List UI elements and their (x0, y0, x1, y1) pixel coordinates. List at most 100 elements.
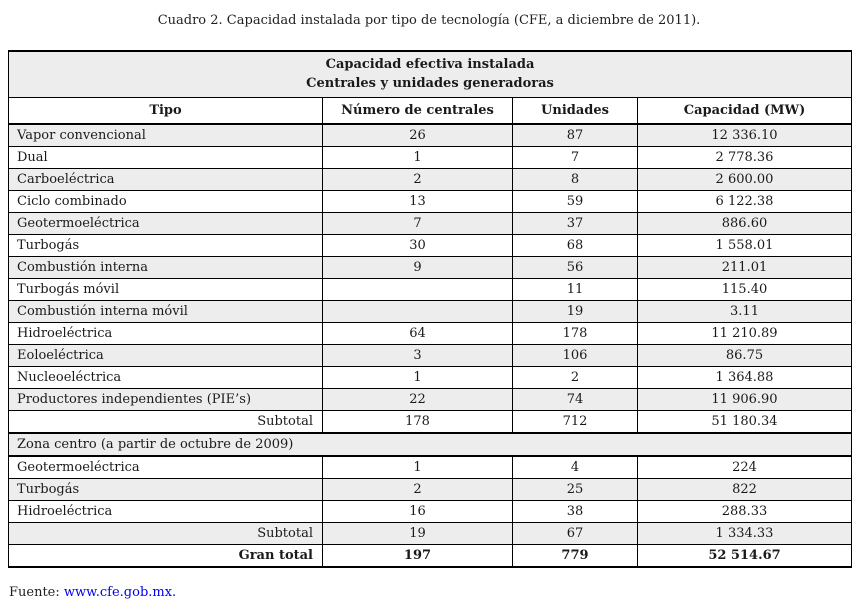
centrales-cell: 30 (322, 234, 513, 257)
column-header-tipo: Tipo (8, 97, 323, 125)
table-row: Ciclo combinado 13 59 6 122.38 (8, 190, 852, 213)
unidades-cell: 2 (512, 366, 638, 389)
table-row: Hidroeléctrica 64 178 11 210.89 (8, 322, 852, 345)
tipo-cell: Hidroeléctrica (8, 500, 323, 523)
tipo-cell: Subtotal (8, 522, 323, 545)
capacidad-cell: 1 364.88 (637, 366, 852, 389)
tipo-cell: Subtotal (8, 410, 323, 434)
table-row: Gran total 197 779 52 514.67 (8, 544, 852, 568)
capacidad-cell: 2 600.00 (637, 168, 852, 191)
column-header-centrales: Número de centrales (322, 97, 513, 125)
table-row: Combustión interna móvil 19 3.11 (8, 300, 852, 323)
unidades-cell: 37 (512, 212, 638, 235)
column-header-capacidad: Capacidad (MW) (637, 97, 852, 125)
table-row: Carboeléctrica 2 8 2 600.00 (8, 168, 852, 191)
centrales-cell: 3 (322, 344, 513, 367)
table-row: Turbogás 2 25 822 (8, 478, 852, 501)
capacidad-cell: 11 906.90 (637, 388, 852, 411)
table-title-row: Capacidad efectiva instalada Centrales y… (8, 50, 852, 98)
capacidad-cell: 52 514.67 (637, 544, 852, 568)
table-caption: Cuadro 2. Capacidad instalada por tipo d… (157, 13, 701, 28)
source-link[interactable]: www.cfe.gob.mx. (63, 585, 177, 600)
unidades-cell: 59 (512, 190, 638, 213)
centrales-cell: 197 (322, 544, 513, 568)
tipo-cell: Nucleoeléctrica (8, 366, 323, 389)
unidades-cell: 7 (512, 146, 638, 169)
table-title-line2: Centrales y unidades generadoras (306, 76, 554, 91)
tipo-cell: Turbogás móvil (8, 278, 323, 301)
tipo-cell: Vapor convencional (8, 123, 323, 147)
capacidad-cell: 822 (637, 478, 852, 501)
column-header-unidades: Unidades (512, 97, 638, 125)
table-row: Subtotal 19 67 1 334.33 (8, 522, 852, 545)
unidades-cell: 87 (512, 123, 638, 147)
unidades-cell: 712 (512, 410, 638, 434)
capacidad-cell: 288.33 (637, 500, 852, 523)
unidades-cell: 4 (512, 455, 638, 479)
centrales-cell: 26 (322, 123, 513, 147)
tipo-cell: Combustión interna móvil (8, 300, 323, 323)
capacidad-cell: 2 778.36 (637, 146, 852, 169)
table-row: Dual 1 7 2 778.36 (8, 146, 852, 169)
tipo-cell: Turbogás (8, 234, 323, 257)
table-title-cell: Capacidad efectiva instalada Centrales y… (8, 50, 852, 98)
capacidad-cell: 86.75 (637, 344, 852, 367)
centrales-cell (322, 278, 513, 301)
centrales-cell: 1 (322, 366, 513, 389)
unidades-cell: 56 (512, 256, 638, 279)
capacidad-cell: 211.01 (637, 256, 852, 279)
table-body: Vapor convencional 26 87 12 336.10 Dual 1 7 2 7… (8, 123, 852, 568)
centrales-cell: 19 (322, 522, 513, 545)
column-header-row: Tipo Número de centrales Unidades Capaci… (8, 97, 852, 125)
tipo-cell: Eoloeléctrica (8, 344, 323, 367)
capacidad-cell: 886.60 (637, 212, 852, 235)
capacidad-cell: 51 180.34 (637, 410, 852, 434)
capacidad-cell: 11 210.89 (637, 322, 852, 345)
tipo-cell: Combustión interna (8, 256, 323, 279)
section-label: Zona centro (a partir de octubre de 2009… (8, 432, 852, 457)
unidades-cell: 38 (512, 500, 638, 523)
tipo-cell: Productores independientes (PIE’s) (8, 388, 323, 411)
tipo-cell: Gran total (8, 544, 323, 568)
centrales-cell: 13 (322, 190, 513, 213)
centrales-cell: 16 (322, 500, 513, 523)
centrales-cell: 22 (322, 388, 513, 411)
source-label: Fuente: (9, 585, 60, 600)
capacidad-cell: 224 (637, 455, 852, 479)
table-title-line1: Capacidad efectiva instalada (325, 57, 535, 72)
table-row: Productores independientes (PIE’s) 22 74 11… (8, 388, 852, 411)
centrales-cell: 1 (322, 455, 513, 479)
centrales-cell: 2 (322, 478, 513, 501)
tipo-cell: Geotermoeléctrica (8, 455, 323, 479)
capacidad-cell: 1 334.33 (637, 522, 852, 545)
table-row: Subtotal 178 712 51 180.34 (8, 410, 852, 434)
unidades-cell: 25 (512, 478, 638, 501)
capacidad-cell: 3.11 (637, 300, 852, 323)
tipo-cell: Carboeléctrica (8, 168, 323, 191)
unidades-cell: 74 (512, 388, 638, 411)
table-row: Hidroeléctrica 16 38 288.33 (8, 500, 852, 523)
section-row: Zona centro (a partir de octubre de 2009… (8, 432, 852, 457)
centrales-cell: 7 (322, 212, 513, 235)
table-row: Vapor convencional 26 87 12 336.10 (8, 123, 852, 147)
tipo-cell: Geotermoeléctrica (8, 212, 323, 235)
capacidad-cell: 12 336.10 (637, 123, 852, 147)
unidades-cell: 19 (512, 300, 638, 323)
unidades-cell: 178 (512, 322, 638, 345)
centrales-cell: 178 (322, 410, 513, 434)
capacidad-cell: 1 558.01 (637, 234, 852, 257)
installed-capacity-table: Capacidad efectiva instalada Centrales y… (8, 50, 852, 568)
tipo-cell: Dual (8, 146, 323, 169)
table-row: Nucleoeléctrica 1 2 1 364.88 (8, 366, 852, 389)
centrales-cell: 1 (322, 146, 513, 169)
capacidad-cell: 6 122.38 (637, 190, 852, 213)
unidades-cell: 67 (512, 522, 638, 545)
table-row: Geotermoeléctrica 7 37 886.60 (8, 212, 852, 235)
centrales-cell: 64 (322, 322, 513, 345)
centrales-cell: 9 (322, 256, 513, 279)
centrales-cell: 2 (322, 168, 513, 191)
tipo-cell: Turbogás (8, 478, 323, 501)
tipo-cell: Hidroeléctrica (8, 322, 323, 345)
unidades-cell: 106 (512, 344, 638, 367)
